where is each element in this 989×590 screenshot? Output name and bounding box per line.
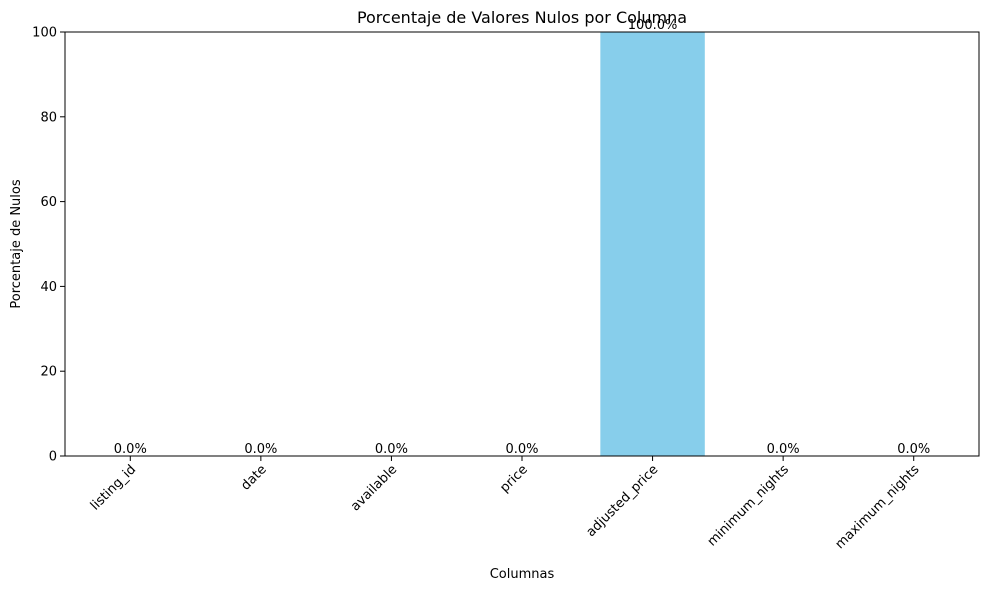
data-label-listing-id: 0.0% bbox=[114, 442, 147, 457]
x-tick-label-date: date bbox=[238, 462, 269, 493]
data-labels-group: 0.0% 0.0% 0.0% 0.0% 100.0% 0.0% 0.0% bbox=[114, 18, 930, 457]
data-label-adjusted-price: 100.0% bbox=[628, 18, 678, 33]
x-tick-label-adjusted-price: adjusted_price bbox=[584, 462, 662, 540]
data-label-minimum-nights: 0.0% bbox=[767, 442, 800, 457]
y-tick-label-40: 40 bbox=[40, 280, 57, 295]
data-label-maximum-nights: 0.0% bbox=[897, 442, 930, 457]
plot-frame bbox=[64, 31, 980, 457]
x-axis-ticks: listing_id date available price adjusted_pri… bbox=[88, 456, 923, 552]
y-tick-label-60: 60 bbox=[40, 195, 57, 210]
x-tick-label-maximum-nights: maximum_nights bbox=[833, 462, 923, 552]
chart-title: Porcentaje de Valores Nulos por Columna bbox=[357, 8, 687, 27]
bars-group bbox=[600, 32, 705, 456]
y-tick-label-80: 80 bbox=[40, 110, 57, 125]
y-axis-ticks: 0 20 40 60 80 100 bbox=[32, 26, 65, 465]
y-axis-label: Porcentaje de Nulos bbox=[9, 179, 24, 308]
x-tick-label-price: price bbox=[497, 462, 530, 495]
x-tick-label-listing-id: listing_id bbox=[88, 462, 139, 513]
y-tick-label-100: 100 bbox=[32, 26, 57, 41]
y-tick-label-0: 0 bbox=[49, 450, 57, 465]
data-label-date: 0.0% bbox=[244, 442, 277, 457]
bar-adjusted-price bbox=[600, 32, 705, 456]
data-label-price: 0.0% bbox=[505, 442, 538, 457]
data-label-available: 0.0% bbox=[375, 442, 408, 457]
x-tick-label-minimum-nights: minimum_nights bbox=[705, 462, 792, 549]
x-axis-label: Columnas bbox=[490, 567, 555, 582]
y-tick-label-20: 20 bbox=[40, 365, 57, 380]
x-tick-label-available: available bbox=[348, 462, 400, 514]
